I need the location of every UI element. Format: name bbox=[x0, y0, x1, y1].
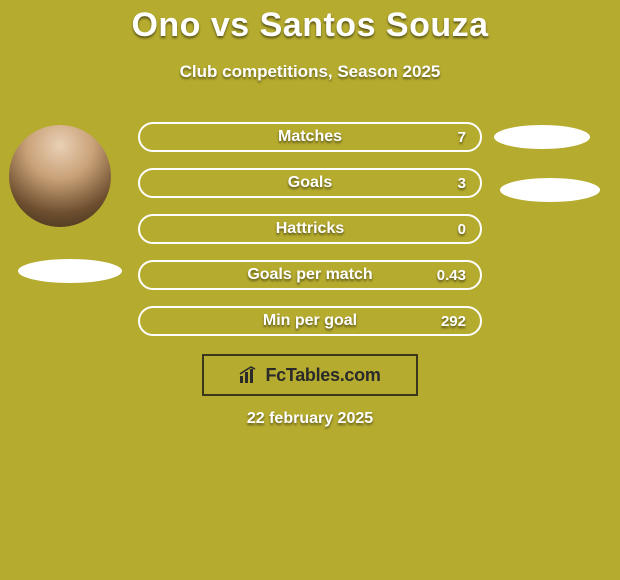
stat-bar-goals-per-match: Goals per match 0.43 bbox=[138, 260, 482, 290]
stat-label: Min per goal bbox=[140, 312, 480, 330]
player-left-avatar bbox=[9, 125, 111, 227]
comparison-subtitle: Club competitions, Season 2025 bbox=[0, 62, 620, 82]
stat-label: Goals per match bbox=[140, 266, 480, 284]
stat-value: 0 bbox=[458, 221, 466, 238]
stat-value: 292 bbox=[441, 313, 466, 330]
stat-bar-goals: Goals 3 bbox=[138, 168, 482, 198]
footer-date: 22 february 2025 bbox=[0, 410, 620, 428]
stat-bar-hattricks: Hattricks 0 bbox=[138, 214, 482, 244]
stat-value: 7 bbox=[458, 129, 466, 146]
stat-label: Matches bbox=[140, 128, 480, 146]
comparison-title: Ono vs Santos Souza bbox=[0, 6, 620, 45]
stat-bar-min-per-goal: Min per goal 292 bbox=[138, 306, 482, 336]
infographic-canvas: Ono vs Santos Souza Club competitions, S… bbox=[0, 0, 620, 580]
player-right-name-pill-line2 bbox=[500, 178, 600, 202]
player-right-name-pill-line1 bbox=[494, 125, 590, 149]
stat-value: 0.43 bbox=[437, 267, 466, 284]
barchart-icon bbox=[239, 366, 259, 384]
player-left-name-pill bbox=[18, 259, 122, 283]
stat-label: Hattricks bbox=[140, 220, 480, 238]
stat-bar-matches: Matches 7 bbox=[138, 122, 482, 152]
watermark-text: FcTables.com bbox=[265, 365, 380, 386]
stat-value: 3 bbox=[458, 175, 466, 192]
stats-bar-group: Matches 7 Goals 3 Hattricks 0 Goals per … bbox=[138, 122, 482, 352]
watermark-badge: FcTables.com bbox=[202, 354, 418, 396]
stat-label: Goals bbox=[140, 174, 480, 192]
